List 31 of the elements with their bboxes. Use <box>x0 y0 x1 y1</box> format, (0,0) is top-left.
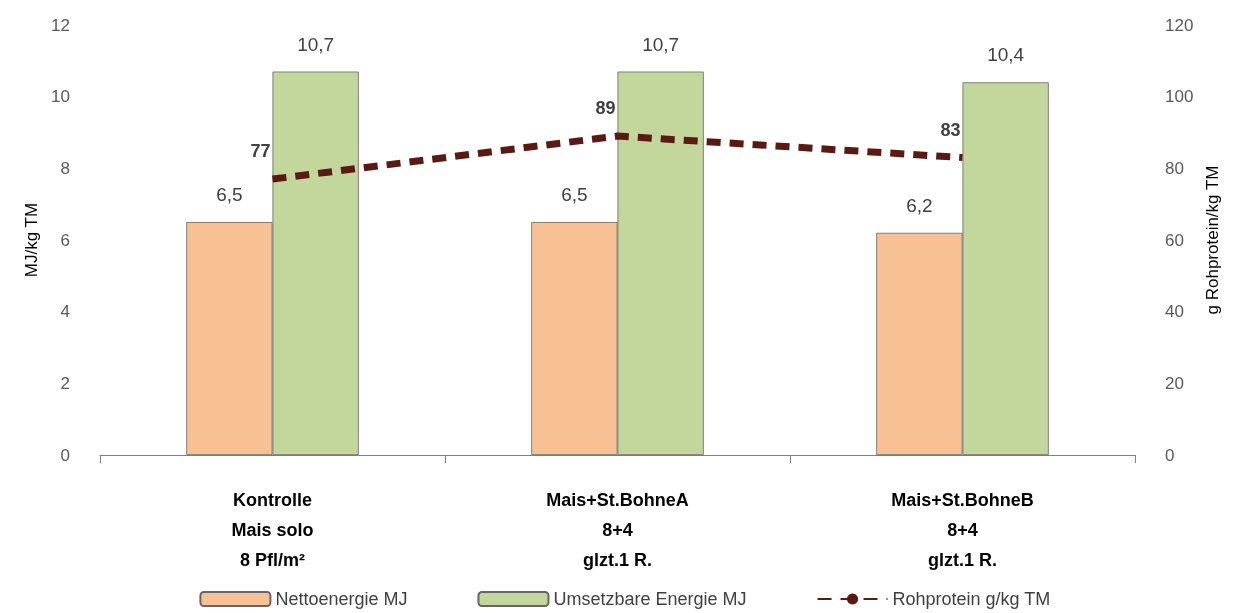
y-tick-label: 10 <box>51 87 70 107</box>
y-tick-label: 4 <box>60 302 70 322</box>
y2-tick-label: 60 <box>1165 230 1184 250</box>
y2-tick-label: 80 <box>1165 158 1184 178</box>
y-axis-title: MJ/kg TM <box>22 202 42 278</box>
x-tick-label: Kontrolle Mais solo 8 Pfl/m² <box>231 490 314 570</box>
y2-axis-title: g Rohprotein/kg TM <box>1203 165 1223 315</box>
y2-tick-label: 120 <box>1165 15 1194 35</box>
y-tick-label: 6 <box>60 230 70 250</box>
y-tick-label: 0 <box>60 445 70 465</box>
legend-label: Nettoenergie MJ <box>275 589 408 609</box>
y2-tick-label: 0 <box>1165 445 1175 465</box>
x-tick-label: Mais+St.BohneA 8+4 glzt.1 R. <box>546 490 689 570</box>
data-label: 89 <box>595 98 616 119</box>
data-label: 6,2 <box>906 194 933 216</box>
legend-label: Umsetzbare Energie MJ <box>553 589 747 609</box>
y-tick-label: 12 <box>51 15 70 35</box>
data-label: 6,5 <box>561 184 588 206</box>
legend-label: Rohprotein g/kg TM <box>892 589 1051 609</box>
y2-tick-label: 20 <box>1165 373 1184 393</box>
data-label: 10,7 <box>297 33 335 55</box>
data-label: 6,5 <box>216 184 243 206</box>
x-tick-label: Mais+St.BohneB 8+4 glzt.1 R. <box>891 490 1034 570</box>
y2-tick-label: 100 <box>1165 87 1194 107</box>
y-tick-label: 8 <box>60 158 70 178</box>
y2-tick-label: 40 <box>1165 302 1184 322</box>
data-label: 77 <box>250 141 271 162</box>
data-label: 10,4 <box>987 44 1025 66</box>
data-label: 83 <box>940 119 961 140</box>
data-label: 10,7 <box>642 33 680 55</box>
y-tick-label: 2 <box>60 373 70 393</box>
